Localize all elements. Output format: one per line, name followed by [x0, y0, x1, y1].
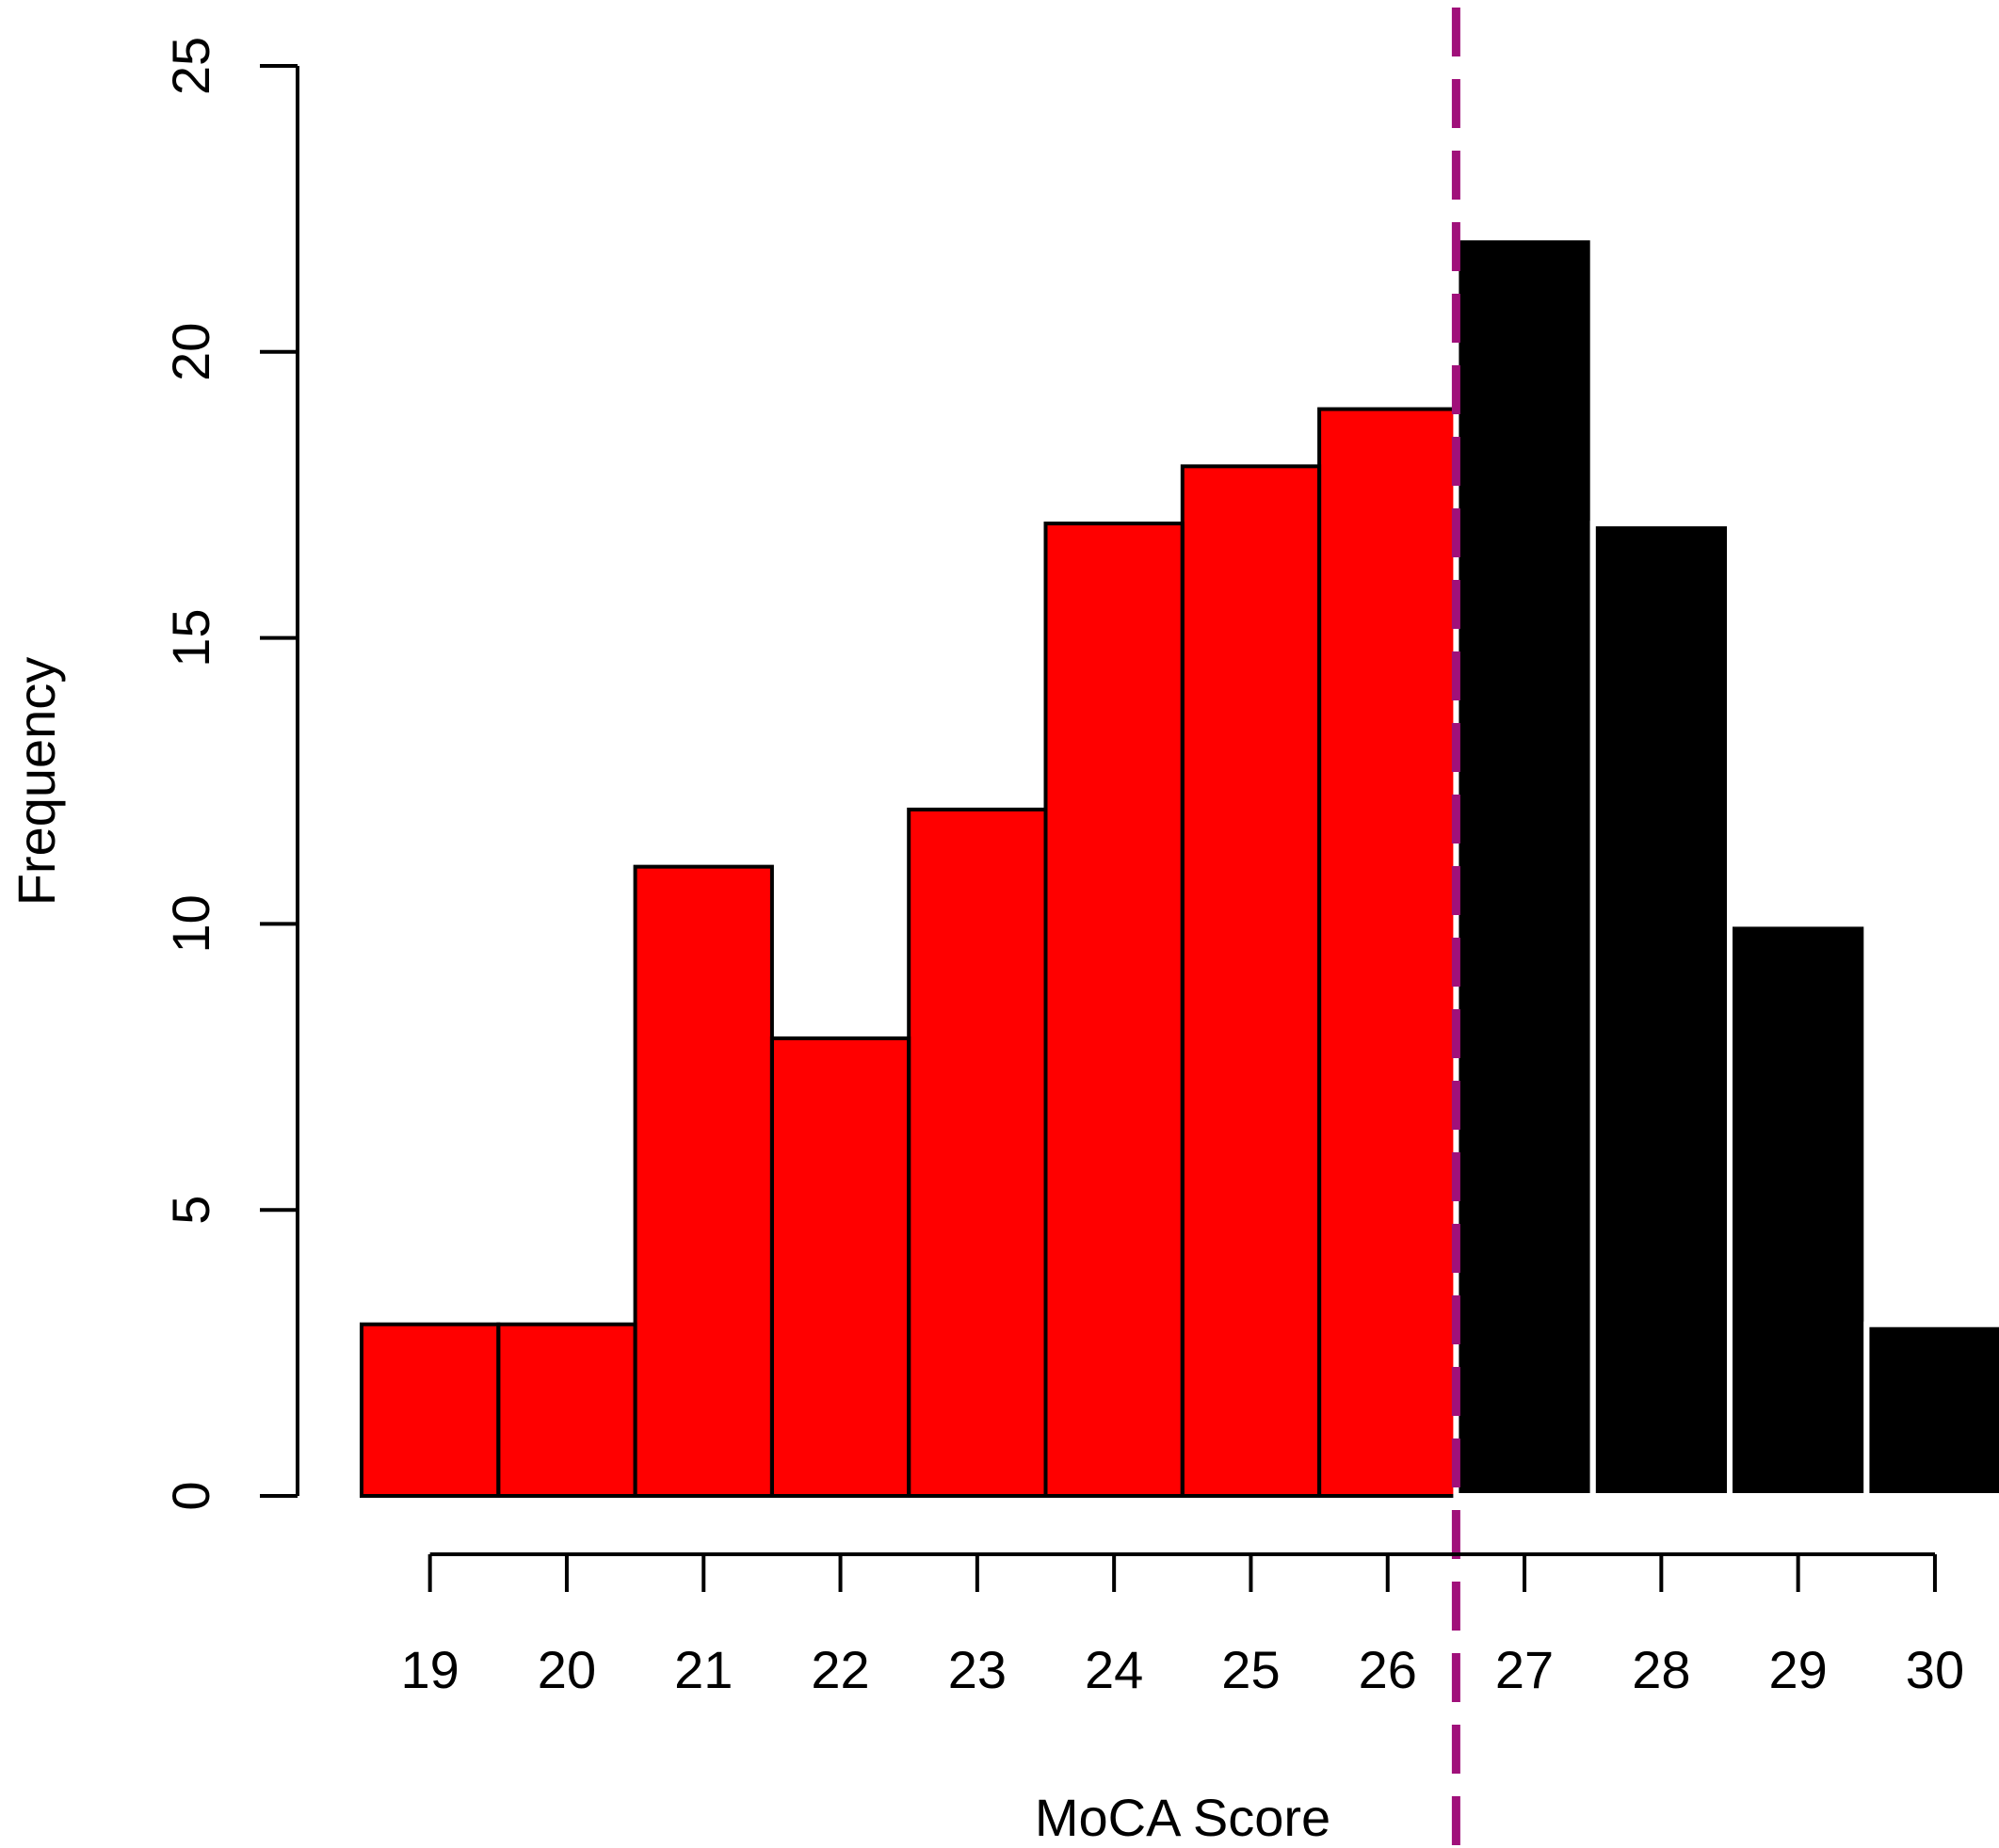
x-tick-label-27: 27 [1495, 1640, 1554, 1699]
bar-outline-29 [1727, 921, 1870, 1499]
bar-23 [909, 809, 1046, 1496]
y-tick-label-10: 10 [161, 894, 220, 953]
bar-29 [1730, 924, 1867, 1496]
bars-group [360, 234, 1999, 1500]
x-tick-label-30: 30 [1906, 1640, 1964, 1699]
y-tick-label-25: 25 [161, 37, 220, 95]
bar-outline-30 [1863, 1321, 1999, 1499]
x-tick-label-21: 21 [674, 1640, 733, 1699]
x-tick-label-22: 22 [811, 1640, 869, 1699]
x-axis: 19 20 21 22 23 24 25 26 27 28 29 30 [401, 1552, 1964, 1699]
bar-26 [1319, 409, 1457, 1496]
y-axis-title: Frequency [7, 657, 66, 907]
x-tick-label-29: 29 [1769, 1640, 1828, 1699]
y-tick-label-5: 5 [161, 1196, 220, 1225]
bar-20 [498, 1324, 636, 1496]
x-tick-label-19: 19 [401, 1640, 459, 1699]
bar-24 [1045, 523, 1183, 1496]
x-tick-label-25: 25 [1221, 1640, 1280, 1699]
x-tick-label-26: 26 [1359, 1640, 1417, 1699]
x-tick-label-20: 20 [538, 1640, 596, 1699]
bar-25 [1182, 466, 1320, 1496]
x-tick-label-28: 28 [1632, 1640, 1690, 1699]
y-axis: 0 5 10 15 20 25 [161, 37, 299, 1511]
bar-30 [1866, 1324, 1999, 1496]
bar-22 [771, 1037, 910, 1496]
y-tick-label-20: 20 [161, 323, 220, 381]
x-axis-title: MoCA Score [1035, 1788, 1330, 1847]
bar-28 [1592, 523, 1730, 1496]
bar-21 [635, 866, 772, 1496]
y-tick-label-15: 15 [161, 608, 220, 667]
y-tick-label-0: 0 [161, 1481, 220, 1510]
bar-19 [362, 1324, 499, 1496]
x-tick-label-24: 24 [1085, 1640, 1143, 1699]
bar-27 [1456, 237, 1593, 1496]
x-tick-label-23: 23 [948, 1640, 1007, 1699]
